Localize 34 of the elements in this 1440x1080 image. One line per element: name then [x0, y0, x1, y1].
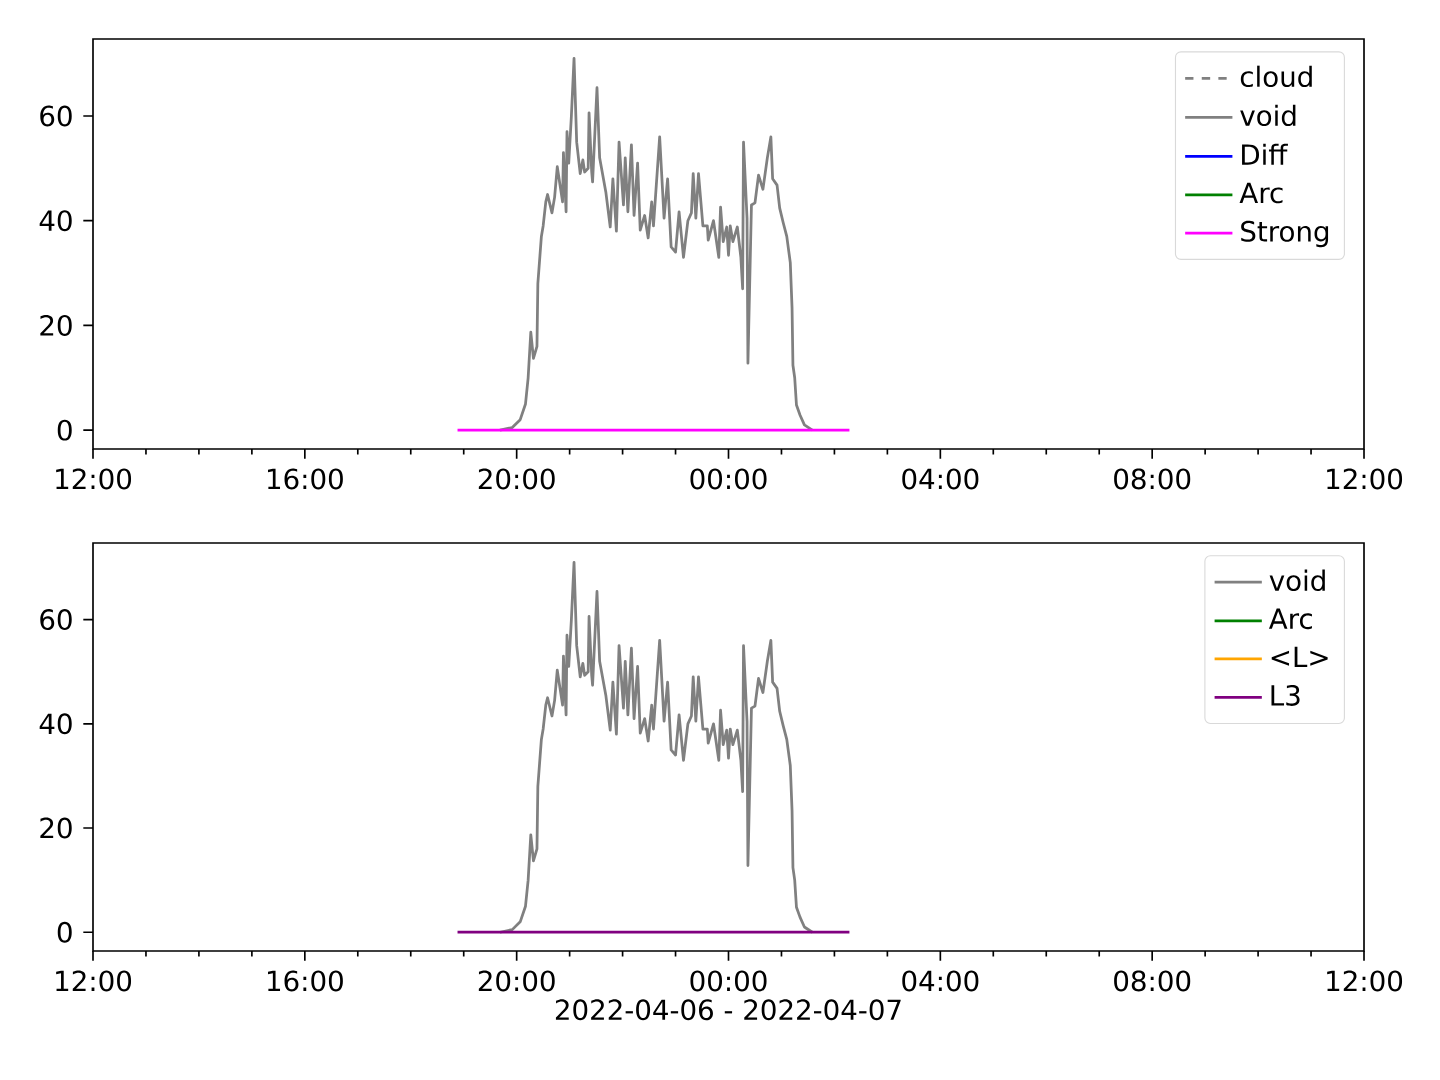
x-tick-label: 20:00 [478, 468, 555, 490]
legend-label: Strong [1241, 220, 1329, 248]
y-tick-label: 60 [40, 609, 72, 631]
x-tick-label: 12:00 [1327, 970, 1403, 992]
y-tick-label: 60 [40, 105, 72, 127]
x-tick-label: 20:00 [478, 970, 555, 992]
legend-label: Diff [1242, 143, 1288, 165]
x-tick-label: 08:00 [1114, 468, 1191, 490]
line-series [498, 560, 814, 934]
legend-label: L3 [1271, 684, 1300, 706]
line-series [498, 56, 814, 432]
x-tick-label: 16:00 [268, 970, 343, 992]
x-tick-label: 04:00 [902, 970, 979, 992]
x-tick-label: 12:00 [1327, 468, 1403, 490]
legend-label: void [1240, 104, 1296, 127]
legend-label: void [1269, 569, 1325, 592]
x-tick-label: 00:00 [690, 468, 767, 490]
x-tick-label: 12:00 [56, 970, 132, 992]
y-tick-label: 0 [57, 921, 72, 943]
y-tick-label: 40 [39, 713, 72, 735]
legend-label: <L> [1271, 646, 1328, 667]
x-axis-title: 2022-04-06 - 2022-04-07 [555, 999, 901, 1021]
y-tick-label: 20 [40, 314, 72, 336]
legend-label: Arc [1239, 182, 1283, 204]
legend-label: cloud [1240, 65, 1312, 88]
y-tick-label: 0 [57, 419, 72, 441]
x-tick-label: 12:00 [56, 468, 132, 490]
y-tick-label: 20 [40, 817, 72, 839]
x-tick-label: 08:00 [1114, 970, 1191, 992]
y-tick-label: 40 [39, 210, 72, 232]
legend-label: Arc [1268, 608, 1312, 630]
x-tick-label: 16:00 [268, 468, 343, 490]
x-tick-label: 00:00 [690, 970, 767, 992]
x-tick-label: 04:00 [902, 468, 979, 490]
